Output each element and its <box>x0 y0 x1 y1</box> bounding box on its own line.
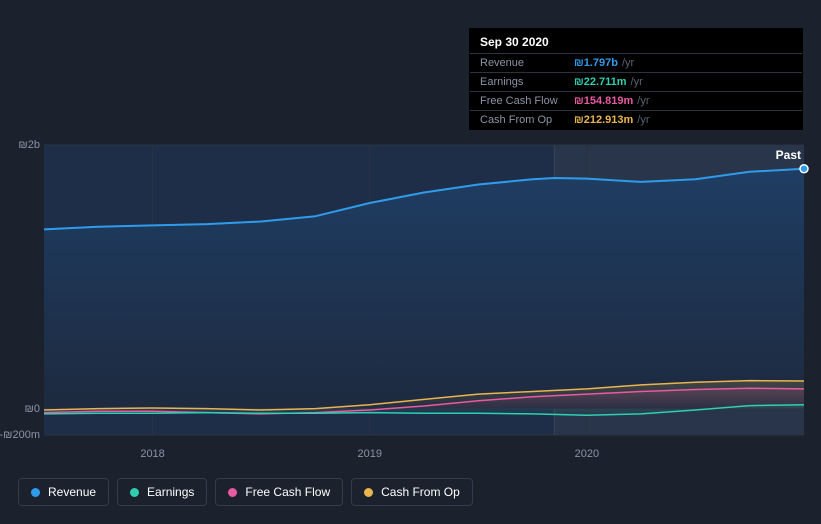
tooltip-row-label: Cash From Op <box>480 114 574 126</box>
legend-item-revenue[interactable]: Revenue <box>18 478 109 506</box>
tooltip-row: Earnings₪22.711m/yr <box>470 72 802 91</box>
legend-item-free_cash_flow[interactable]: Free Cash Flow <box>215 478 343 506</box>
legend-label: Free Cash Flow <box>245 485 330 499</box>
y-tick-label: -₪200m <box>0 429 40 441</box>
tooltip-date: Sep 30 2020 <box>470 29 802 53</box>
financial-area-chart: ₪2b₪0-₪200m 201820192020 Past Sep 30 202… <box>0 0 821 524</box>
tooltip-row-value: ₪1.797b <box>574 57 618 69</box>
tooltip-row-value: ₪22.711m <box>574 76 627 88</box>
x-axis: 2018 2019 2020 <box>44 448 804 468</box>
tooltip-row-unit: /yr <box>637 114 649 126</box>
legend-item-cash_from_op[interactable]: Cash From Op <box>351 478 473 506</box>
x-tick-label: 2019 <box>357 448 381 460</box>
tooltip-row-unit: /yr <box>637 95 649 107</box>
legend-dot-icon <box>364 488 373 497</box>
x-tick-label: 2020 <box>575 448 599 460</box>
plot-area[interactable] <box>44 145 804 435</box>
legend-dot-icon <box>130 488 139 497</box>
tooltip-row: Revenue₪1.797b/yr <box>470 53 802 72</box>
y-tick-label: ₪0 <box>25 403 40 415</box>
tooltip-row-label: Free Cash Flow <box>480 95 574 107</box>
x-tick-label: 2018 <box>140 448 164 460</box>
tooltip-row-value: ₪154.819m <box>574 95 633 107</box>
y-axis: ₪2b₪0-₪200m <box>0 145 44 435</box>
y-tick-label: ₪2b <box>18 139 40 151</box>
chart-tooltip: Sep 30 2020 Revenue₪1.797b/yrEarnings₪22… <box>469 28 803 130</box>
tooltip-row-unit: /yr <box>631 76 643 88</box>
tooltip-row-unit: /yr <box>622 57 634 69</box>
legend: Revenue Earnings Free Cash Flow Cash From O… <box>18 478 473 506</box>
tooltip-row-label: Earnings <box>480 76 574 88</box>
legend-item-earnings[interactable]: Earnings <box>117 478 207 506</box>
tooltip-row-value: ₪212.913m <box>574 114 633 126</box>
tooltip-row: Free Cash Flow₪154.819m/yr <box>470 91 802 110</box>
legend-label: Cash From Op <box>381 485 460 499</box>
legend-dot-icon <box>31 488 40 497</box>
past-label: Past <box>776 148 801 162</box>
tooltip-row-label: Revenue <box>480 57 574 69</box>
legend-dot-icon <box>228 488 237 497</box>
legend-label: Revenue <box>48 485 96 499</box>
legend-label: Earnings <box>147 485 194 499</box>
tooltip-row: Cash From Op₪212.913m/yr <box>470 110 802 129</box>
chart-svg <box>44 145 804 435</box>
